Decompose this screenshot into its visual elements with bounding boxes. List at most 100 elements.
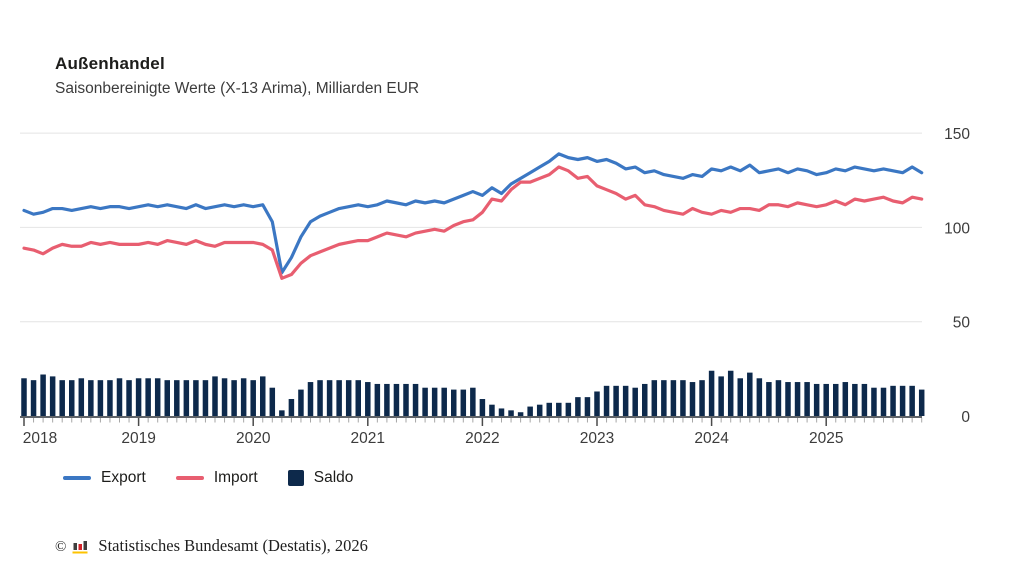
- x-axis-tick-label: 2019: [121, 430, 155, 447]
- saldo-bar: [30, 380, 37, 416]
- y-axis-tick-label: 0: [961, 409, 970, 426]
- chart-subtitle: Saisonbereinigte Werte (X-13 Arima), Mil…: [55, 80, 420, 97]
- saldo-bar: [508, 410, 514, 416]
- saldo-bar: [193, 380, 199, 416]
- saldo-bar: [212, 376, 218, 416]
- saldo-bar: [498, 408, 505, 416]
- chart-plot-area: 0 50 100 150 2018 2019 2020 2021 2022 2023 2024 202…: [20, 126, 971, 447]
- saldo-bar: [145, 378, 151, 416]
- export-line: [22, 152, 924, 275]
- x-axis-tick-label: 2023: [580, 430, 614, 447]
- x-axis-tick-label: 2018: [23, 430, 57, 447]
- saldo-bar: [250, 380, 256, 416]
- import-line: [22, 165, 924, 280]
- legend-label-import: Import: [213, 469, 258, 486]
- saldo-bar: [727, 370, 734, 416]
- saldo-bar: [49, 376, 56, 416]
- saldo-bar: [737, 378, 743, 416]
- saldo-bar: [470, 387, 476, 416]
- saldo-bar: [460, 389, 467, 416]
- saldo-bar: [298, 389, 304, 416]
- saldo-bar: [747, 372, 753, 416]
- saldo-bar: [107, 380, 113, 416]
- saldo-bar: [699, 380, 705, 416]
- saldo-bar: [871, 387, 877, 416]
- saldo-bar: [451, 389, 457, 416]
- legend-label-export: Export: [101, 469, 146, 486]
- saldo-bar: [546, 402, 552, 416]
- saldo-bar: [622, 385, 629, 416]
- saldo-bar: [785, 382, 791, 416]
- saldo-bar: [861, 383, 868, 416]
- saldo-bar: [279, 410, 285, 416]
- saldo-bar: [21, 378, 27, 416]
- chart-legend: Export Import Saldo: [63, 469, 353, 487]
- saldo-bar: [670, 380, 677, 416]
- y-axis-tick-label: 50: [953, 315, 971, 332]
- saldo-bar: [918, 389, 925, 416]
- saldo-bar: [441, 387, 447, 416]
- saldo-bar: [556, 402, 562, 416]
- saldo-bar: [135, 378, 142, 416]
- saldo-bar: [899, 385, 906, 416]
- saldo-bar: [517, 412, 524, 416]
- chart-header: Außenhandel Saisonbereinigte Werte (X-13…: [55, 54, 419, 98]
- saldo-bar: [412, 383, 419, 416]
- source-text: Statistisches Bundesamt (Destatis), 2026: [98, 536, 368, 555]
- saldo-bar: [794, 382, 801, 416]
- source-attribution: © Statistisches Bundesamt (Destatis), 20…: [55, 536, 368, 556]
- legend-item-export[interactable]: Export: [63, 469, 146, 487]
- saldo-bar: [336, 380, 342, 416]
- saldo-bar: [69, 380, 75, 416]
- saldo-bar: [642, 383, 648, 416]
- saldo-bar: [527, 406, 533, 416]
- saldo-bar: [355, 380, 361, 416]
- saldo-bar: [317, 380, 323, 416]
- saldo-bar: [183, 380, 190, 416]
- legend-item-import[interactable]: Import: [175, 469, 258, 487]
- x-axis-tick-label: 2022: [465, 430, 499, 447]
- saldo-square-swatch-icon: [287, 470, 304, 486]
- saldo-bar: [422, 387, 428, 416]
- saldo-bar: [154, 378, 161, 416]
- x-axis-tick-label: 2024: [694, 430, 729, 447]
- saldo-bar: [632, 387, 638, 416]
- saldo-bar: [689, 382, 696, 416]
- saldo-bar: [852, 383, 858, 416]
- saldo-bar: [489, 404, 495, 416]
- chart-title: Außenhandel: [55, 54, 165, 73]
- y-axis-tick-label: 100: [944, 220, 970, 237]
- saldo-bar: [269, 387, 276, 416]
- x-axis-tick-label: 2025: [809, 430, 843, 447]
- saldo-bar: [651, 380, 658, 416]
- saldo-bar: [823, 383, 829, 416]
- x-axis-tick-label: 2021: [351, 430, 385, 447]
- saldo-bar: [880, 387, 887, 416]
- saldo-bar: [288, 399, 295, 416]
- saldo-bar: [164, 380, 170, 416]
- saldo-bar: [88, 380, 94, 416]
- saldo-bar: [613, 385, 619, 416]
- saldo-bar: [97, 380, 104, 416]
- saldo-bar: [603, 385, 610, 416]
- saldo-bar: [842, 382, 849, 416]
- saldo-bar: [221, 378, 228, 416]
- saldo-bar: [766, 382, 772, 416]
- legend-item-saldo[interactable]: Saldo: [287, 469, 354, 487]
- saldo-bar: [174, 380, 180, 416]
- saldo-bar: [718, 376, 724, 416]
- trade-chart: 0 50 100 150 2018 2019 2020 2021 2022 2023 2024 202…: [20, 126, 971, 447]
- saldo-bar: [575, 397, 581, 416]
- saldo-bar: [202, 380, 209, 416]
- saldo-bar: [40, 374, 46, 416]
- export-line-swatch-icon: [63, 476, 91, 480]
- legend-label-saldo: Saldo: [313, 469, 354, 486]
- saldo-bar: [345, 380, 352, 416]
- saldo-bar: [365, 382, 371, 416]
- saldo-bar: [240, 378, 247, 416]
- import-line-swatch-icon: [175, 476, 204, 480]
- saldo-bar: [78, 378, 85, 416]
- copyright-symbol: ©: [55, 538, 67, 555]
- saldo-bar: [775, 380, 782, 416]
